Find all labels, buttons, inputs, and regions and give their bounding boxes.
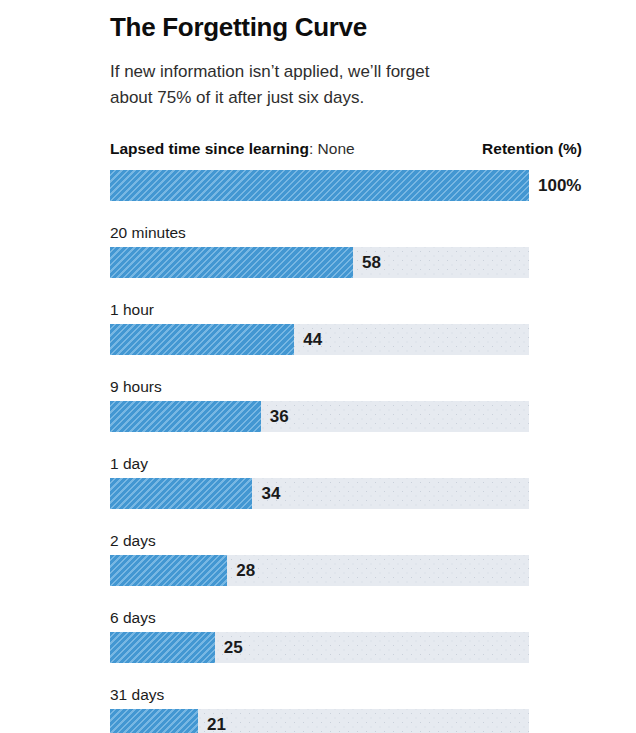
- bar-track-line: 100% 100%: [110, 170, 582, 201]
- bar-track-line: 28 28: [110, 555, 582, 586]
- chart-row: 1 hour 44 44: [110, 301, 582, 355]
- bar-track: 58: [110, 247, 529, 278]
- bar-track-line: 36 36: [110, 401, 582, 432]
- bar: [110, 324, 294, 355]
- chart-row: 20 minutes 58 58: [110, 224, 582, 278]
- chart-rows: None 100% 100% 20 minutes 58 58 1 hour 4…: [110, 170, 582, 733]
- bar-category-label: 31 days: [110, 686, 582, 703]
- bar-value-label: 36: [270, 407, 289, 427]
- chart-row: 2 days 28 28: [110, 532, 582, 586]
- bar-category-label: 1 day: [110, 455, 582, 472]
- chart-header: Lapsed time since learning: None Retenti…: [110, 140, 582, 158]
- chart-row: 6 days 25 25: [110, 609, 582, 663]
- bar-chart: Lapsed time since learning: None Retenti…: [110, 140, 582, 733]
- bar-value-label: 25: [224, 638, 243, 658]
- bar-value-label: 34: [261, 484, 280, 504]
- bar-track: 36: [110, 401, 529, 432]
- bar-track-line: 58 58: [110, 247, 582, 278]
- page-title: The Forgetting Curve: [110, 12, 582, 42]
- bar-track: 44: [110, 324, 529, 355]
- bar-track-line: 44 44: [110, 324, 582, 355]
- bar-category-label: 1 hour: [110, 301, 582, 318]
- bar-value-label: 58: [362, 253, 381, 273]
- bar-track: 25: [110, 632, 529, 663]
- bar: [110, 401, 261, 432]
- bar: [110, 709, 198, 733]
- bar-track: 21: [110, 709, 529, 733]
- bar: [110, 170, 529, 201]
- bar: [110, 247, 353, 278]
- bar-value-label: 21: [207, 715, 226, 733]
- bar-category-label: 9 hours: [110, 378, 582, 395]
- chart-subtitle: If new information isn’t applied, we’ll …: [110, 59, 462, 111]
- bar-track-line: 34 34: [110, 478, 582, 509]
- chart-row: 9 hours 36 36: [110, 378, 582, 432]
- bar-category-label: 2 days: [110, 532, 582, 549]
- bar-value-label: 44: [303, 330, 322, 350]
- bar: [110, 632, 215, 663]
- chart-row: 1 day 34 34: [110, 455, 582, 509]
- bar-track-line: 25 25: [110, 632, 582, 663]
- x-axis-header: Lapsed time since learning: None: [110, 140, 355, 158]
- bar-track: 100%: [110, 170, 529, 201]
- lapsed-time-header-label: Lapsed time since learning: [110, 140, 309, 157]
- retention-header-label: Retention (%): [482, 140, 582, 158]
- bar-category-label: 6 days: [110, 609, 582, 626]
- chart-row: 31 days 21 21: [110, 686, 582, 733]
- bar: [110, 555, 227, 586]
- bar: [110, 478, 252, 509]
- bar-value-label-outside: 100%: [538, 176, 581, 196]
- bar-track: 34: [110, 478, 529, 509]
- first-category-label: : None: [309, 140, 355, 157]
- bar-category-label: 20 minutes: [110, 224, 582, 241]
- bar-track: 28: [110, 555, 529, 586]
- bar-value-label: 28: [236, 561, 255, 581]
- bar-track-line: 21 21: [110, 709, 582, 733]
- forgetting-curve-chart: The Forgetting Curve If new information …: [0, 0, 636, 733]
- chart-row: None 100% 100%: [110, 170, 582, 201]
